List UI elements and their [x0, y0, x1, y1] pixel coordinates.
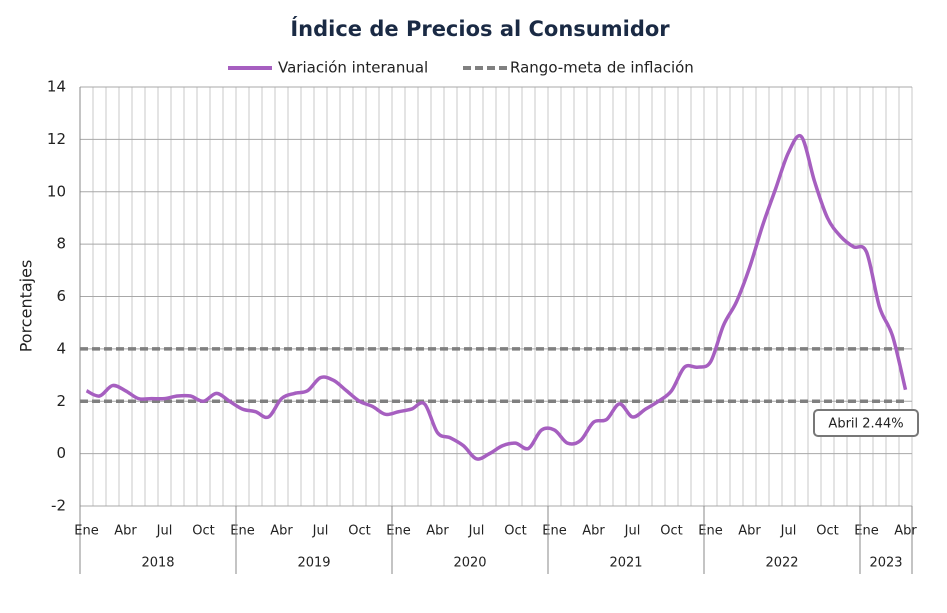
x-tick-label: Jul	[624, 524, 641, 539]
x-tick-label: Oct	[816, 524, 838, 539]
x-tick-label: Abr	[270, 524, 293, 539]
year-label: 2021	[609, 556, 642, 571]
year-label: 2019	[297, 556, 330, 571]
x-tick-label: Jul	[780, 524, 797, 539]
y-tick-label: 14	[47, 78, 66, 96]
year-label: 2023	[869, 556, 902, 571]
series-line	[85, 133, 908, 461]
x-tick-label: Abr	[894, 524, 917, 539]
y-tick-label: 10	[47, 182, 66, 200]
x-tick-label: Abr	[114, 524, 137, 539]
x-tick-label: Ene	[230, 524, 254, 539]
y-tick-label: -2	[51, 497, 66, 515]
x-tick-label: Ene	[854, 524, 878, 539]
y-axis-label: Porcentajes	[17, 260, 36, 353]
y-tick-label: 4	[56, 339, 66, 357]
x-tick-label: Ene	[386, 524, 410, 539]
year-label: 2018	[141, 556, 174, 571]
x-tick-label: Oct	[192, 524, 214, 539]
chart-title: Índice de Precios al Consumidor	[290, 16, 670, 41]
x-tick-label: Ene	[698, 524, 722, 539]
y-tick-label: 6	[56, 287, 66, 305]
x-tick-label: Abr	[738, 524, 761, 539]
legend-label: Variación interanual	[278, 59, 428, 77]
x-tick-label: Ene	[74, 524, 98, 539]
year-label: 2022	[765, 556, 798, 571]
annotation: Abril 2.44%	[828, 417, 903, 432]
y-tick-label: 12	[47, 130, 66, 148]
legend-label: Rango-meta de inflación	[510, 59, 694, 77]
x-tick-label: Oct	[348, 524, 370, 539]
x-tick-label: Jul	[156, 524, 173, 539]
x-tick-label: Ene	[542, 524, 566, 539]
x-tick-label: Oct	[504, 524, 526, 539]
x-tick-label: Oct	[660, 524, 682, 539]
x-tick-label: Abr	[426, 524, 449, 539]
annotation-box	[813, 409, 919, 437]
x-tick-label: Jul	[468, 524, 485, 539]
year-label: 2020	[453, 556, 486, 571]
y-tick-label: 8	[56, 235, 66, 253]
y-tick-label: 0	[56, 444, 66, 462]
y-tick-label: 2	[56, 392, 66, 410]
x-tick-label: Abr	[582, 524, 605, 539]
x-tick-label: Jul	[312, 524, 329, 539]
